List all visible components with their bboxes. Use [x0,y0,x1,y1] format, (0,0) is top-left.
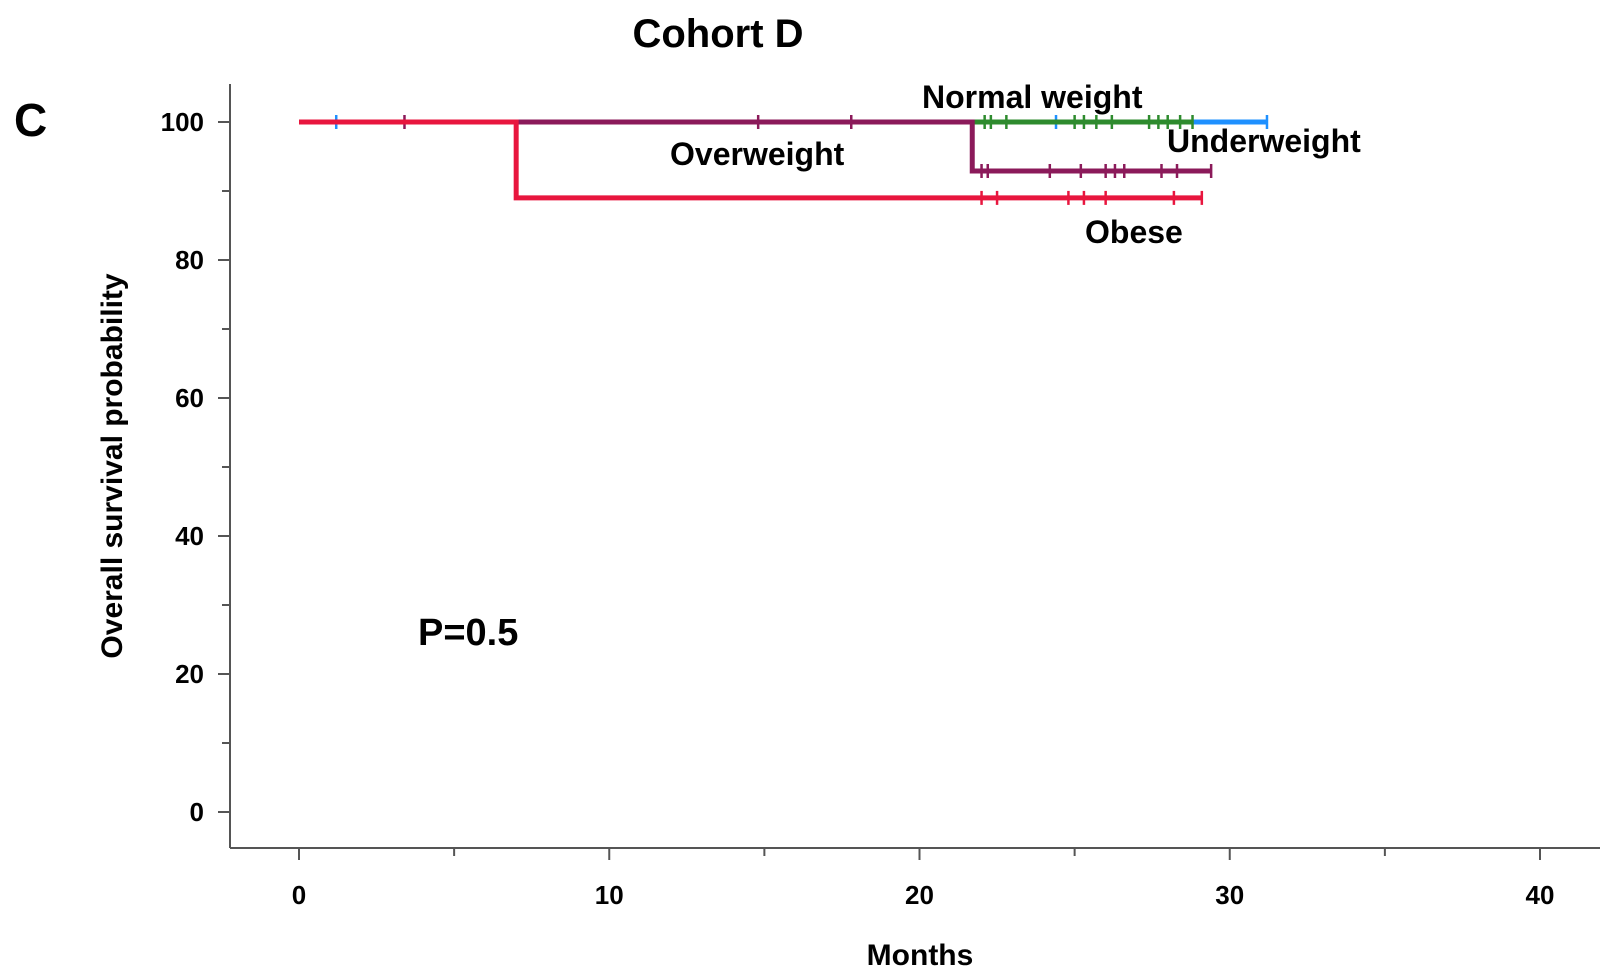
axes: 0 20 40 60 80 100 0 10 20 30 40 [161,84,1600,910]
x-axis-label: Months [867,939,974,970]
p-value-annotation: P=0.5 [418,612,518,654]
curve-obese [299,119,1202,201]
series-label-overweight: Overweight [670,136,845,172]
y-tick-label: 0 [190,797,204,827]
x-tick-label: 30 [1215,880,1244,910]
x-tick-label: 40 [1526,880,1555,910]
y-tick-label: 40 [175,521,204,551]
x-tick-label: 10 [595,880,624,910]
series-label-normal-weight: Normal weight [922,79,1143,115]
y-tick-label: 80 [175,245,204,275]
x-tick-label: 0 [292,880,306,910]
y-axis-label: Overall survival probability [96,273,129,658]
curve-overweight [299,119,1212,174]
series-label-underweight: Underweight [1167,123,1361,159]
series-label-obese: Obese [1085,214,1183,250]
x-tick-label: 20 [905,880,934,910]
panel-label: C [14,94,47,146]
y-tick-label: 100 [161,107,204,137]
chart-title: Cohort D [632,12,803,56]
y-tick-label: 20 [175,659,204,689]
y-tick-label: 60 [175,383,204,413]
